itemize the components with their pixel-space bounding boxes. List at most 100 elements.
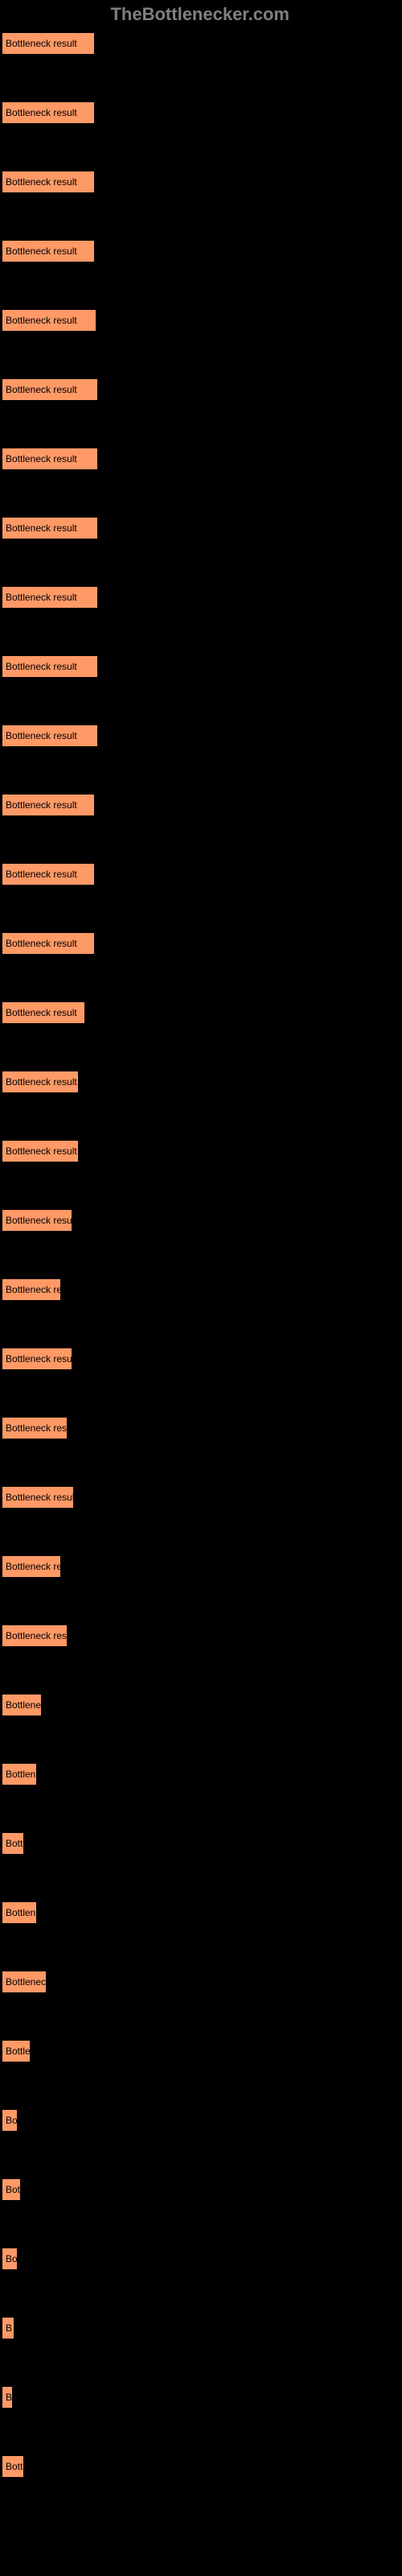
bar-label: Bottleneck result [6,522,77,534]
bar-label: Bott [6,1838,23,1849]
bar-label: Bottleneck re [6,1284,61,1295]
bar-label: Bottleneck result [6,592,77,603]
bar: Bo [2,2109,18,2132]
bar-row: Bottleneck result [2,1001,402,1024]
bar-row: Bottleneck result [2,1071,402,1093]
bar-label: Bottleneck result [6,315,77,326]
bar-label: Bottleneck re [6,1561,61,1572]
bar-row: Bottleneck result [2,794,402,816]
bar: Bottleneck result [2,586,98,609]
bar-label: Bo [6,2115,18,2126]
bar: Bottleneck result [2,1140,79,1162]
bar-row: Bottleneck result [2,448,402,470]
bar-label: Bottleneck result [6,730,77,741]
bar-label: Bottlen [6,1769,35,1780]
bar: Bottleneck result [2,448,98,470]
bar: Bottleneck result [2,1486,74,1509]
bar: Bottleneck result [2,240,95,262]
bar-label: Bottleneck result [6,1076,77,1088]
bar: Bottleneck result [2,794,95,816]
bar: Bott [2,2455,24,2478]
bar-row: Bottleneck result [2,378,402,401]
bar-row: Bottleneck resu [2,1624,402,1647]
bar-label: Bottleneck result [6,176,77,188]
bar-label: Bottleneck resu [6,1630,68,1641]
bar-row: Bottleneck result [2,1348,402,1370]
bar-label: Bottleneck result [6,1215,72,1226]
bar-label: Bottle [6,2046,31,2057]
bar: Bottleneck result [2,101,95,124]
bar: Bottleneck result [2,932,95,955]
bar-label: Bottleneck result [6,799,77,811]
bar-row: Bottle [2,2040,402,2062]
bar-row: B [2,2386,402,2409]
bar: Bottleneck resu [2,1417,68,1439]
bar: Bot [2,2178,21,2201]
bar-row: Bottleneck result [2,724,402,747]
bar: Bottleneck result [2,724,98,747]
bar-label: Bottlen [6,1907,35,1918]
bar: Bott [2,1832,24,1855]
bar-row: Bot [2,2178,402,2201]
bar: Bottle [2,2040,31,2062]
bar-label: Bottleneck result [6,246,77,257]
bar-row: Bott [2,1832,402,1855]
bar: Bo [2,2248,18,2270]
bar: Bottleneck result [2,1071,79,1093]
bar: B [2,2386,13,2409]
bar-row: Bottleneck result [2,101,402,124]
bar-row: Bottlen [2,1901,402,1924]
bar-label: Bottleneck result [6,38,77,49]
bar-row: Bottleneck result [2,1140,402,1162]
bar: Bottlen [2,1763,37,1785]
bar-label: Bott [6,2461,23,2472]
bar-label: B [6,2322,12,2334]
bar: Bottleneck result [2,1001,85,1024]
bar: Bottleneck result [2,171,95,193]
bar-row: Bo [2,2248,402,2270]
bar-row: Bottlen [2,1763,402,1785]
bar-label: Bottlene [6,1699,41,1711]
bar-label: Bottleneck result [6,1007,77,1018]
watermark-text: TheBottlenecker.com [110,4,289,25]
bar: Bottleneck resu [2,1624,68,1647]
bar-label: Bottlenec [6,1976,46,1988]
bar: Bottleneck re [2,1278,61,1301]
bar-label: Bo [6,2253,18,2264]
bar: Bottleneck result [2,1348,72,1370]
bar-row: Bottleneck re [2,1555,402,1578]
bar-label: Bottleneck result [6,661,77,672]
bar: Bottlene [2,1694,42,1716]
bar-row: Bottleneck result [2,1486,402,1509]
bar: Bottlen [2,1901,37,1924]
bar: Bottlenec [2,1971,47,1993]
bar-row: Bottleneck re [2,1278,402,1301]
bar: Bottleneck re [2,1555,61,1578]
bar-chart: Bottleneck result Bottleneck result Bottle… [0,0,402,2478]
bar: Bottleneck result [2,517,98,539]
bar-label: Bottleneck result [6,1146,77,1157]
bar-row: Bottleneck result [2,932,402,955]
bar: Bottleneck result [2,309,96,332]
bar: Bottleneck result [2,1209,72,1232]
bar: Bottleneck result [2,378,98,401]
bar-label: Bottleneck result [6,869,77,880]
bar-row: Bottleneck result [2,517,402,539]
bar-label: Bottleneck result [6,453,77,464]
bar-row: Bo [2,2109,402,2132]
bar-label: Bottleneck result [6,1353,72,1364]
bar-row: Bottleneck result [2,171,402,193]
bar-label: B [6,2392,12,2403]
bar-label: Bottleneck result [6,384,77,395]
bar-label: Bottleneck result [6,107,77,118]
bar-label: Bot [6,2184,20,2195]
bar-row: B [2,2317,402,2339]
bar-row: Bottlenec [2,1971,402,1993]
bar-row: Bottleneck result [2,586,402,609]
bar-row: Bottleneck resu [2,1417,402,1439]
bar-label: Bottleneck result [6,1492,74,1503]
bar-row: Bottleneck result [2,655,402,678]
bar: B [2,2317,14,2339]
bar-row: Bottlene [2,1694,402,1716]
bar-row: Bottleneck result [2,863,402,886]
